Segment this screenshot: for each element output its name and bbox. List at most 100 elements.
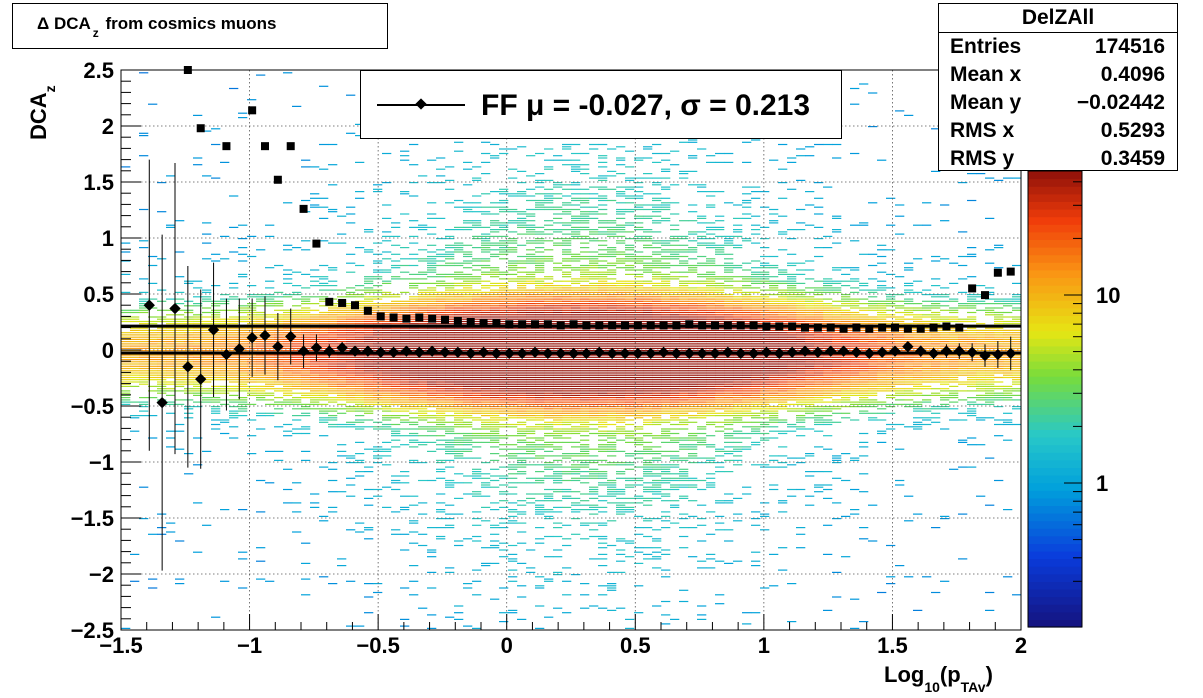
heatmap-cell [256, 399, 266, 401]
heatmap-cell [607, 235, 617, 237]
heatmap-cell [481, 437, 491, 439]
heatmap-cell [634, 484, 644, 486]
heatmap-cell [220, 421, 230, 423]
heatmap-cell [499, 303, 509, 305]
heatmap-cell [400, 509, 410, 511]
heatmap-cell [472, 278, 482, 280]
heatmap-cell [292, 365, 302, 367]
heatmap-cell [229, 361, 239, 363]
heatmap-cell [355, 453, 365, 455]
heatmap-cell [562, 455, 572, 457]
heatmap-cell [418, 343, 428, 345]
heatmap-cell [490, 267, 500, 269]
heatmap-cell [310, 316, 320, 318]
heatmap-cell [643, 468, 653, 470]
heatmap-cell [364, 276, 374, 278]
heatmap-cell [499, 437, 509, 439]
heatmap-cell [562, 421, 572, 423]
heatmap-cell [445, 365, 455, 367]
heatmap-cell [211, 314, 221, 316]
heatmap-cell [625, 370, 635, 372]
heatmap-cell [526, 307, 536, 309]
heatmap-cell [625, 305, 635, 307]
heatmap-cell [508, 329, 518, 331]
heatmap-cell [436, 300, 446, 302]
heatmap-cell [571, 459, 581, 461]
heatmap-cell [346, 132, 356, 134]
heatmap-cell [211, 338, 221, 340]
heatmap-cell [499, 361, 509, 363]
heatmap-cell [436, 370, 446, 372]
heatmap-cell [589, 314, 599, 316]
heatmap-cell [517, 255, 527, 258]
heatmap-cell [454, 417, 464, 419]
heatmap-cell [337, 408, 347, 410]
heatmap-cell [508, 448, 518, 450]
heatmap-cell [499, 493, 509, 495]
heatmap-cell [652, 484, 662, 486]
heatmap-cell [580, 213, 590, 215]
heatmap-cell [292, 356, 302, 358]
heatmap-cell [571, 468, 581, 470]
heatmap-cell [607, 336, 617, 338]
heatmap-cell [499, 587, 509, 589]
heatmap-cell [292, 298, 302, 300]
heatmap-cell [562, 538, 572, 540]
heatmap-cell [652, 491, 662, 493]
heatmap-cell [625, 430, 635, 432]
heatmap-cell [607, 222, 617, 224]
heatmap-cell [418, 345, 428, 347]
heatmap-cell [526, 242, 536, 244]
heatmap-cell [265, 381, 275, 383]
heatmap-cell [508, 361, 518, 363]
heatmap-cell [535, 457, 545, 459]
heatmap-cell [346, 455, 356, 457]
heatmap-cell [292, 320, 302, 323]
heatmap-cell [301, 594, 311, 596]
heatmap-cell [274, 354, 284, 356]
heatmap-cell [553, 206, 563, 208]
heatmap-cell [544, 206, 554, 208]
heatmap-cell [445, 229, 455, 231]
heatmap-cell [256, 388, 266, 390]
heatmap-cell [292, 403, 302, 405]
heatmap-cell [472, 569, 482, 571]
heatmap-cell [454, 618, 464, 620]
heatmap-cell [418, 444, 428, 446]
heatmap-cell [391, 264, 401, 267]
heatmap-cell [220, 303, 230, 305]
heatmap-cell [301, 542, 311, 544]
heatmap-cell [319, 397, 329, 399]
heatmap-cell [616, 327, 626, 329]
heatmap-cell [409, 421, 419, 423]
heatmap-cell [571, 356, 581, 358]
heatmap-cell [571, 392, 581, 394]
heatmap-cell [508, 300, 518, 302]
heatmap-cell [202, 356, 212, 358]
heatmap-cell [445, 446, 455, 448]
heatmap-cell [454, 329, 464, 331]
heatmap-cell [211, 309, 221, 311]
heatmap-cell [355, 334, 365, 336]
heatmap-cell [589, 300, 599, 302]
heatmap-cell [544, 305, 554, 307]
heatmap-cell [364, 251, 374, 253]
heatmap-cell [310, 285, 320, 287]
heatmap-cell [139, 307, 149, 309]
heatmap-cell [292, 105, 302, 107]
heatmap-cell [301, 309, 311, 311]
heatmap-cell [562, 419, 572, 421]
heatmap-cell [526, 320, 536, 323]
heatmap-cell [517, 390, 527, 392]
heatmap-cell [544, 403, 554, 405]
heatmap-cell [490, 327, 500, 329]
heatmap-cell [427, 264, 437, 267]
heatmap-cell [535, 370, 545, 372]
heatmap-cell [598, 547, 608, 549]
heatmap-cell [580, 370, 590, 372]
heatmap-cell [202, 320, 212, 323]
heatmap-cell [607, 408, 617, 410]
heatmap-cell [193, 164, 203, 166]
heatmap-cell [625, 253, 635, 255]
heatmap-cell [373, 381, 383, 383]
